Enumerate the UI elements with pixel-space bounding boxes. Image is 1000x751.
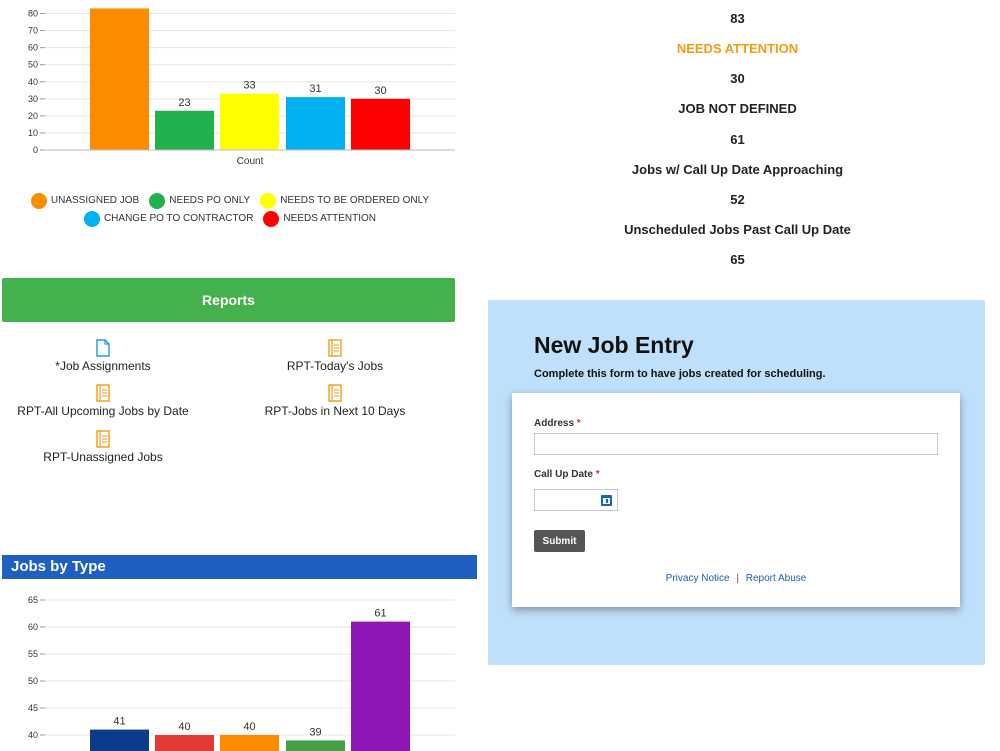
address-input[interactable] xyxy=(534,433,938,455)
stat-call-up-approaching-label: Jobs w/ Call Up Date Approaching xyxy=(631,162,844,177)
jobs-by-type-title: Jobs by Type xyxy=(11,558,106,575)
report-label: RPT-Jobs in Next 10 Days xyxy=(264,404,406,418)
bar-value-label: 33 xyxy=(243,80,255,92)
jobs-by-type-chart: 65 60 55 50 45 40 41 40 40 39 61 xyxy=(28,595,455,751)
bar-value-label: 40 xyxy=(178,721,190,733)
bar[interactable] xyxy=(286,740,345,751)
bar-value-label: 61 xyxy=(374,608,386,620)
y-tick-label: 0 xyxy=(33,145,38,155)
report-icon xyxy=(328,384,342,402)
bar[interactable] xyxy=(351,98,410,150)
legend-item[interactable]: NEEDS PO ONLY xyxy=(149,192,250,210)
y-tick-label: 30 xyxy=(28,94,38,104)
y-tick-label: 60 xyxy=(28,43,38,53)
bar-value-label: 23 xyxy=(178,97,190,109)
required-mark: * xyxy=(595,469,600,480)
bar[interactable] xyxy=(286,97,345,150)
report-icon xyxy=(328,339,342,357)
address-label: Address * xyxy=(534,418,581,429)
legend-swatch xyxy=(260,193,277,209)
privacy-notice-link[interactable]: Privacy Notice xyxy=(665,573,730,584)
link-separator: | xyxy=(736,573,739,584)
legend-swatch xyxy=(30,193,47,209)
stat-unassigned-value: 83 xyxy=(730,11,745,26)
bar[interactable] xyxy=(155,735,214,751)
bar[interactable] xyxy=(220,93,279,150)
y-tick-label: 50 xyxy=(28,676,38,686)
bar-value-label: 40 xyxy=(243,721,255,733)
y-tick-label: 45 xyxy=(28,703,38,713)
document-icon xyxy=(96,339,110,357)
chart-x-label: Count xyxy=(237,156,264,167)
report-link-all-upcoming[interactable]: RPT-All Upcoming Jobs by Date xyxy=(3,384,203,418)
report-label: *Job Assignments xyxy=(55,359,151,373)
y-tick-label: 70 xyxy=(28,26,38,36)
legend-swatch xyxy=(83,211,100,227)
bar-value-label: 41 xyxy=(113,716,125,728)
report-abuse-link[interactable]: Report Abuse xyxy=(745,573,807,584)
legend-label: NEEDS TO BE ORDERED ONLY xyxy=(280,195,430,206)
bar[interactable] xyxy=(351,621,410,751)
address-label-text: Address xyxy=(534,418,575,429)
submit-button[interactable]: Submit xyxy=(534,530,585,552)
y-tick-label: 60 xyxy=(28,622,38,632)
bar-value-label: 31 xyxy=(309,83,321,95)
legend-item[interactable]: CHANGE PO TO CONTRACTOR xyxy=(83,210,254,228)
legend-label: CHANGE PO TO CONTRACTOR xyxy=(103,213,254,224)
report-link-unassigned[interactable]: RPT-Unassigned Jobs xyxy=(3,430,203,464)
stat-needs-attention-value: 30 xyxy=(730,71,745,86)
bar-value-label: 30 xyxy=(374,85,386,97)
call-up-date-label-text: Call Up Date xyxy=(534,469,593,480)
report-link-job-assignments[interactable]: *Job Assignments xyxy=(3,339,203,373)
stat-past-call-up-value: 65 xyxy=(730,252,745,267)
y-tick-label: 50 xyxy=(28,60,38,70)
legend-swatch xyxy=(149,193,166,209)
form-subtitle: Complete this form to have jobs created … xyxy=(534,368,826,380)
call-up-date-label: Call Up Date * xyxy=(534,469,600,480)
job-status-chart: 80 70 60 50 40 30 20 10 0 23 33 31 30 Count xyxy=(28,8,455,167)
stat-job-not-defined-value: 61 xyxy=(730,132,745,147)
report-icon xyxy=(96,384,110,402)
stat-call-up-approaching-value: 52 xyxy=(730,192,745,207)
y-tick-label: 20 xyxy=(28,111,38,121)
report-label: RPT-All Upcoming Jobs by Date xyxy=(17,404,189,418)
report-label: RPT-Today's Jobs xyxy=(286,359,384,373)
legend-item[interactable]: NEEDS ATTENTION xyxy=(263,210,376,228)
reports-header: Reports xyxy=(2,278,455,322)
report-label: RPT-Unassigned Jobs xyxy=(43,450,163,464)
bar[interactable] xyxy=(90,8,149,151)
y-tick-label: 65 xyxy=(28,595,38,605)
stat-past-call-up-label: Unscheduled Jobs Past Call Up Date xyxy=(624,222,851,237)
legend-label: NEEDS PO ONLY xyxy=(169,195,251,206)
call-up-date-input[interactable] xyxy=(534,489,618,511)
calendar-icon[interactable] xyxy=(601,495,612,506)
bar-value-label: 39 xyxy=(309,726,321,738)
y-tick-label: 80 xyxy=(28,9,38,19)
required-mark: * xyxy=(576,418,581,429)
legend-swatch xyxy=(263,211,280,227)
bar[interactable] xyxy=(155,110,214,150)
jobs-by-type-header: Jobs by Type xyxy=(2,555,477,579)
legend-label: NEEDS ATTENTION xyxy=(283,213,377,224)
reports-title: Reports xyxy=(202,292,255,308)
bar[interactable] xyxy=(90,729,149,751)
report-link-todays-jobs[interactable]: RPT-Today's Jobs xyxy=(233,339,437,373)
legend-item[interactable]: NEEDS TO BE ORDERED ONLY xyxy=(260,192,429,210)
y-tick-label: 40 xyxy=(28,730,38,740)
report-link-next-10-days[interactable]: RPT-Jobs in Next 10 Days xyxy=(233,384,437,418)
legend-label: UNASSIGNED JOB xyxy=(50,195,140,206)
y-tick-label: 55 xyxy=(28,649,38,659)
form-footer-links: Privacy Notice | Report Abuse xyxy=(512,573,960,584)
form-title: New Job Entry xyxy=(534,332,694,358)
report-icon xyxy=(96,430,110,448)
stat-needs-attention-label: NEEDS ATTENTION xyxy=(676,41,799,56)
y-tick-label: 40 xyxy=(28,77,38,87)
legend-item[interactable]: UNASSIGNED JOB xyxy=(30,192,140,210)
bar[interactable] xyxy=(220,735,279,751)
chart-legend: UNASSIGNED JOB NEEDS PO ONLY NEEDS TO BE O… xyxy=(0,192,460,228)
y-tick-label: 10 xyxy=(28,128,38,138)
stat-job-not-defined-label: JOB NOT DEFINED xyxy=(678,101,797,116)
